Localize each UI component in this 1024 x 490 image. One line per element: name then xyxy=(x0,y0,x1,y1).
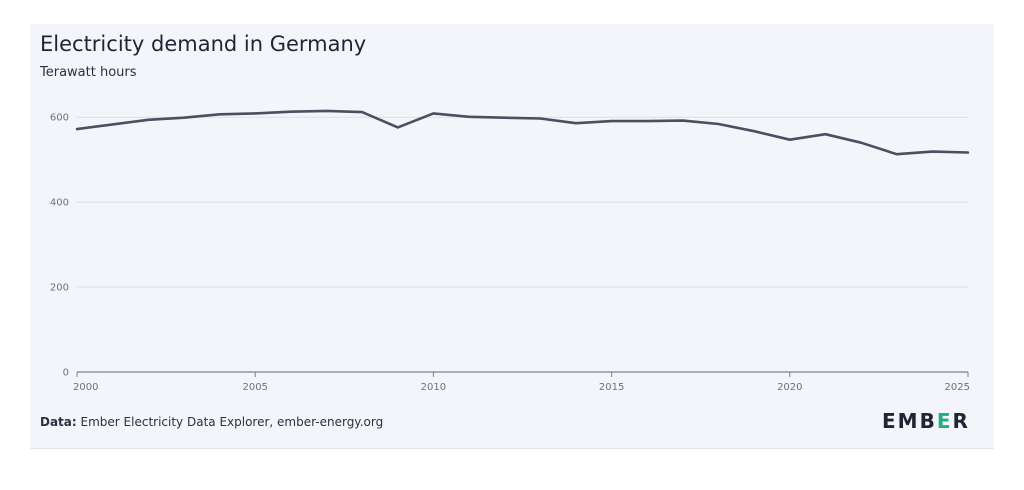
source-text: Ember Electricity Data Explorer, ember-e… xyxy=(80,415,384,429)
ember-logo: EMBER xyxy=(882,409,970,433)
y-tick-label: 0 xyxy=(63,368,69,379)
series-layer xyxy=(75,109,970,156)
line-chart: 0 200 400 600 2000 2005 2010 2015 2020 2025 xyxy=(50,109,970,393)
data-source: Data: Ember Electricity Data Explorer, e… xyxy=(40,415,383,429)
x-tick-labels: 2000 2005 2010 2015 2020 2025 xyxy=(73,382,970,393)
x-tick-label: 2025 xyxy=(945,382,970,393)
y-tick-label: 400 xyxy=(50,198,69,209)
chart-subtitle: Terawatt hours xyxy=(40,65,137,80)
x-tick-label: 2010 xyxy=(421,382,446,393)
x-tick-label: 2020 xyxy=(777,382,802,393)
x-tick-label: 2000 xyxy=(73,382,98,393)
series-line-demand xyxy=(75,109,970,156)
chart-card: Electricity demand in Germany Terawatt h… xyxy=(30,24,994,449)
y-tick-labels: 0 200 400 600 xyxy=(50,113,69,379)
x-tick-label: 2015 xyxy=(599,382,624,393)
x-tick-label: 2005 xyxy=(242,382,267,393)
y-tick-label: 200 xyxy=(50,283,69,294)
source-label: Data: xyxy=(40,415,77,429)
chart-title: Electricity demand in Germany xyxy=(40,32,367,56)
y-tick-label: 600 xyxy=(50,113,69,124)
gridlines xyxy=(76,116,969,377)
